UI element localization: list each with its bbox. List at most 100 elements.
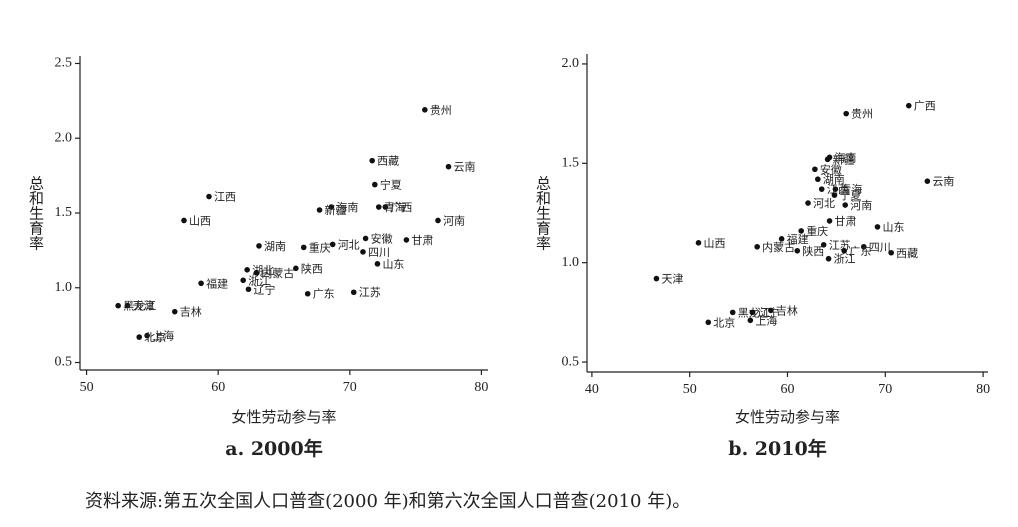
- point: [812, 166, 818, 173]
- point-label: 青海: [840, 182, 862, 196]
- point-label: 上海: [152, 329, 174, 343]
- point-label: 湖南: [823, 173, 845, 186]
- point: [329, 241, 336, 248]
- y-tick-label: 1.5: [562, 156, 580, 171]
- point: [747, 317, 754, 324]
- point-label: 辽宁: [253, 282, 275, 296]
- point: [815, 176, 821, 183]
- point: [445, 163, 452, 170]
- point-label: 西藏: [377, 155, 399, 168]
- point: [350, 289, 357, 296]
- point-label: 北京: [713, 315, 735, 329]
- point: [749, 309, 756, 316]
- point-label: 河北: [338, 238, 360, 251]
- point-label: 北京: [144, 330, 166, 344]
- point: [754, 243, 760, 250]
- y-tick-label: 1.0: [562, 255, 580, 270]
- point: [905, 102, 912, 109]
- point: [874, 224, 881, 230]
- point-label: 甘肃: [411, 234, 433, 247]
- point: [818, 186, 825, 192]
- point-label: 福建: [206, 276, 228, 290]
- x-tick-label: 70: [878, 382, 892, 397]
- point: [888, 249, 894, 256]
- point: [729, 309, 736, 316]
- point: [198, 280, 204, 287]
- point-label: 内蒙古: [261, 266, 294, 280]
- x-tick-label: 50: [80, 380, 94, 395]
- point: [372, 181, 378, 188]
- y-tick-label: 0.5: [562, 354, 580, 369]
- point-label: 湖南: [264, 240, 286, 253]
- point-label: 海南: [835, 150, 857, 164]
- point: [820, 242, 827, 248]
- point-label: 宁夏: [380, 178, 402, 192]
- point: [435, 217, 441, 224]
- point: [794, 247, 801, 254]
- point: [181, 217, 187, 224]
- point-label: 吉林: [776, 303, 798, 317]
- point-label: 安徽: [820, 162, 842, 176]
- point: [244, 267, 250, 273]
- chart-title: b. 2010年: [728, 437, 826, 460]
- point-label: 陕西: [802, 244, 824, 258]
- point: [360, 249, 366, 255]
- point-label: 天津: [661, 273, 683, 286]
- point-label: 广西: [914, 100, 936, 113]
- point: [300, 244, 307, 251]
- point-label: 吉林: [180, 305, 202, 319]
- point-label: 福建: [787, 232, 809, 246]
- point: [778, 236, 785, 242]
- point-label: 新疆: [833, 152, 855, 166]
- point: [842, 202, 849, 208]
- point: [832, 186, 839, 192]
- point-label: 山东: [382, 258, 404, 271]
- point: [826, 218, 833, 224]
- point: [805, 200, 811, 206]
- point: [860, 243, 867, 250]
- point-label: 青海: [384, 200, 406, 214]
- x-tick-label: 80: [976, 382, 990, 397]
- point-label: 辽宁: [757, 305, 779, 319]
- point: [422, 107, 428, 113]
- x-tick-label: 40: [585, 382, 599, 397]
- point: [124, 302, 131, 309]
- point-label: 安徽: [371, 231, 393, 245]
- point-label: 云南: [932, 175, 954, 188]
- point-label: 上海: [755, 313, 777, 327]
- point: [374, 261, 381, 267]
- point: [240, 277, 246, 284]
- point: [382, 204, 389, 210]
- x-tick-label: 50: [683, 382, 697, 397]
- point: [653, 275, 660, 282]
- y-tick-label: 2.0: [55, 130, 73, 145]
- chart-title: a. 2000年: [225, 437, 322, 460]
- point-label: 新疆: [325, 203, 347, 217]
- point-label: 广东: [849, 245, 871, 258]
- y-tick-label: 0.5: [55, 355, 73, 370]
- point-label: 贵州: [430, 104, 452, 117]
- x-tick-label: 80: [474, 380, 488, 395]
- point-label: 山西: [703, 237, 725, 250]
- point: [825, 255, 832, 262]
- x-tick-label: 60: [781, 382, 795, 397]
- point-label: 甘肃: [835, 215, 857, 228]
- source-note: 资料来源:第五次全国人口普查(2000 年)和第六次全国人口普查(2010 年)…: [85, 491, 690, 512]
- point: [136, 334, 143, 340]
- point-label: 江苏: [829, 239, 851, 252]
- point: [843, 110, 849, 117]
- point: [375, 204, 382, 210]
- point-label: 山西: [189, 214, 211, 227]
- point: [924, 178, 931, 184]
- point-label: 天津: [132, 300, 154, 313]
- point: [115, 302, 121, 309]
- point-label: 四川: [368, 246, 390, 259]
- point: [304, 290, 311, 297]
- point: [316, 207, 323, 213]
- y-tick-label: 2.5: [55, 56, 73, 71]
- point: [798, 228, 804, 234]
- point-label: 山东: [882, 221, 904, 234]
- x-tick-label: 70: [343, 380, 357, 395]
- point-label: 重庆: [806, 224, 828, 238]
